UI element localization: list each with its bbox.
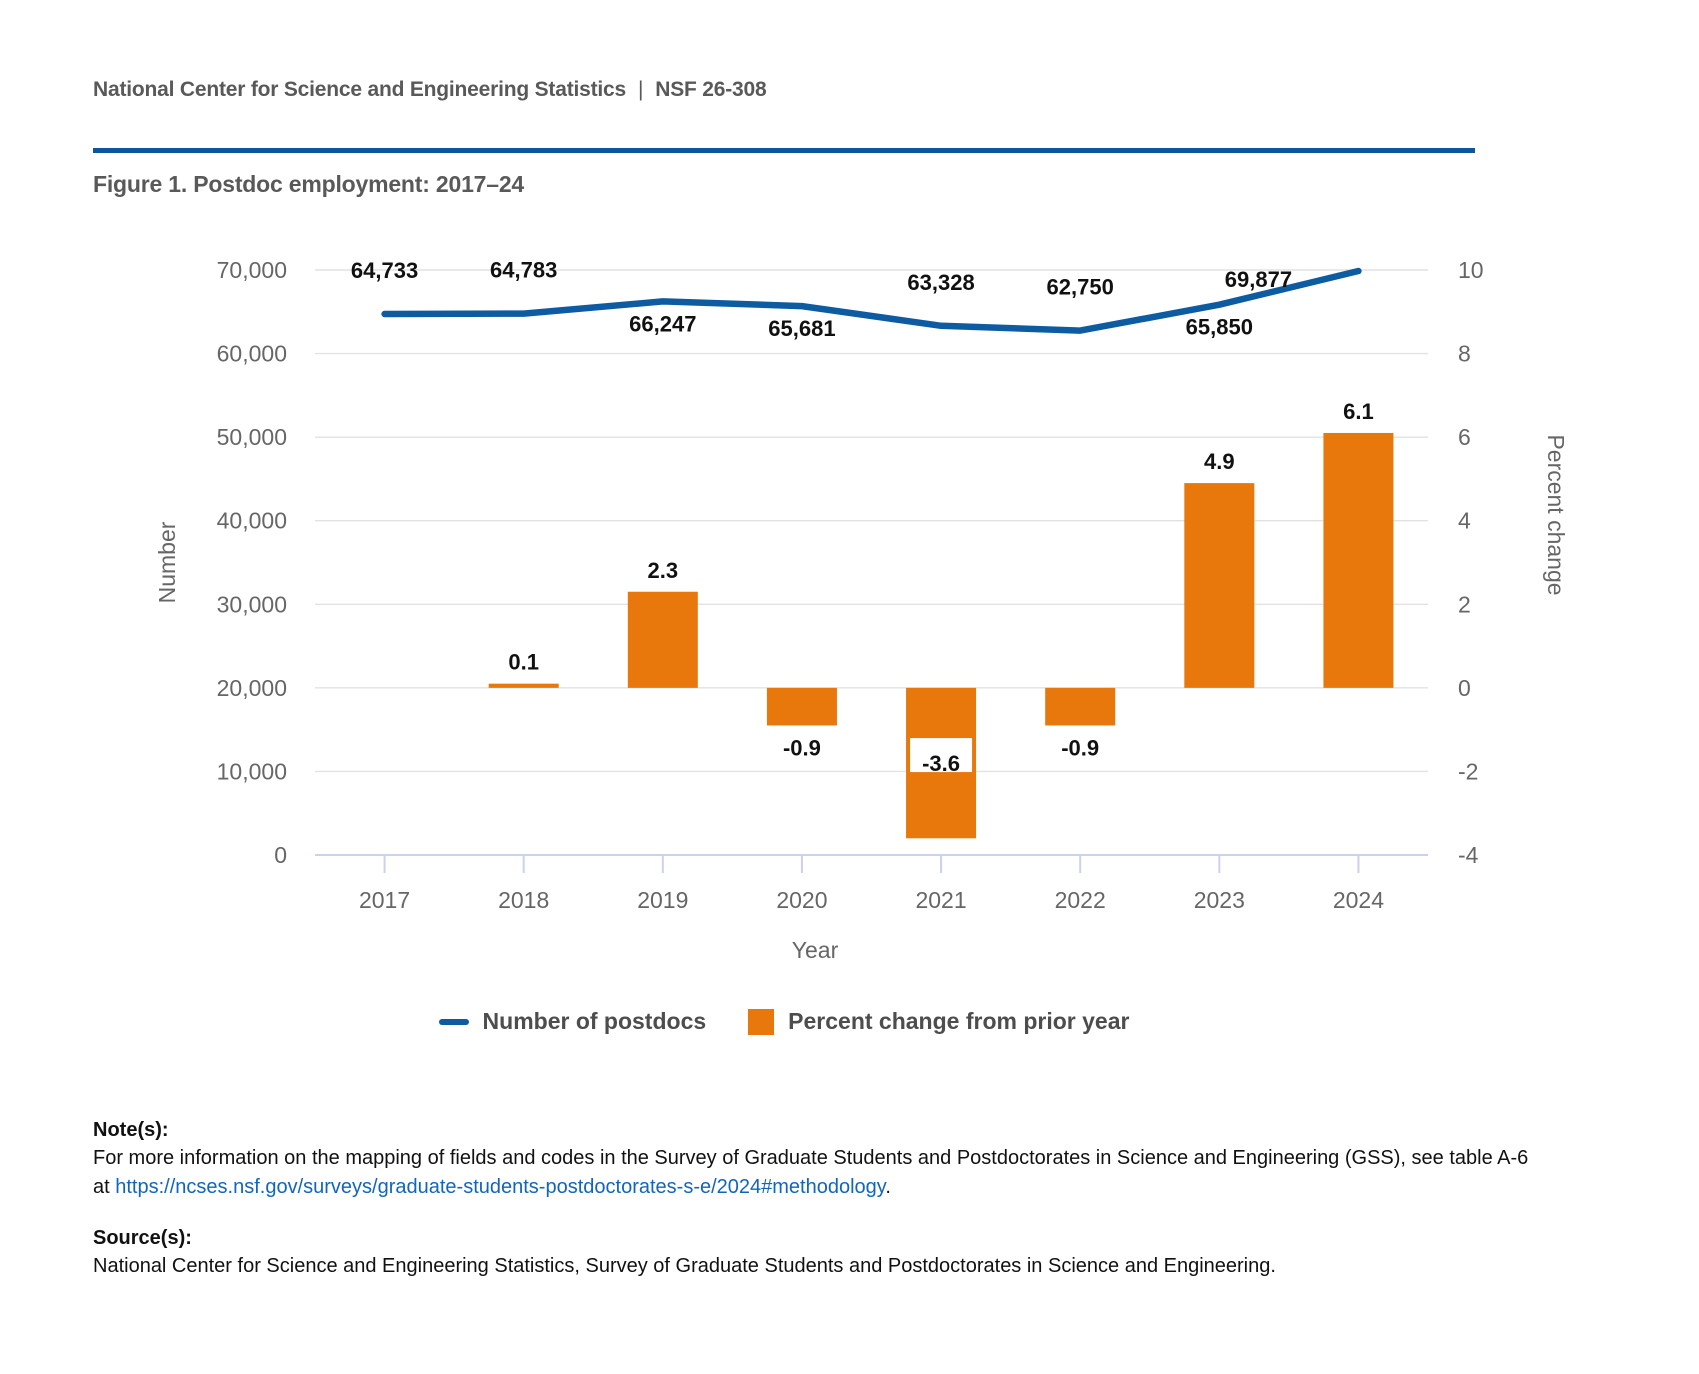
svg-text:6: 6	[1458, 424, 1471, 450]
bar-2021	[906, 687, 977, 839]
line-label-2024: 69,877	[1225, 267, 1292, 292]
report-header: National Center for Science and Engineer…	[93, 78, 767, 102]
bar-label-2020: -0.9	[783, 735, 821, 760]
svg-text:10: 10	[1458, 257, 1484, 283]
svg-text:40,000: 40,000	[217, 508, 287, 534]
agency-name: National Center for Science and Engineer…	[93, 78, 626, 101]
svg-text:-4: -4	[1458, 842, 1479, 868]
line-label-2020: 65,681	[768, 316, 835, 341]
notes-line2-suffix: .	[885, 1175, 891, 1198]
svg-text:-2: -2	[1458, 758, 1478, 784]
right-axis-tick-labels: -4 -2 0 2 4 6 8 10	[1458, 257, 1484, 868]
svg-text:20,000: 20,000	[217, 675, 287, 701]
notes-line2-prefix: at	[93, 1175, 116, 1198]
svg-text:2: 2	[1458, 591, 1471, 617]
left-axis-title: Number	[154, 521, 180, 603]
line-label-2022: 62,750	[1047, 275, 1114, 300]
svg-text:30,000: 30,000	[217, 591, 287, 617]
notes-line2: at https://ncses.nsf.gov/surveys/graduat…	[93, 1173, 1603, 1201]
line-data-labels: 64,733 64,783 66,247 65,681 63,328 62,750 65,8…	[351, 258, 1292, 341]
bar-label-box-2021	[910, 738, 973, 773]
svg-text:60,000: 60,000	[217, 341, 287, 367]
notes-heading: Note(s):	[93, 1119, 169, 1141]
svg-text:2023: 2023	[1194, 887, 1245, 913]
divider-rule	[93, 148, 1475, 153]
sources-block: Source(s): National Center for Science a…	[93, 1224, 1603, 1281]
notes-block: Note(s): For more information on the map…	[93, 1116, 1603, 1201]
legend-item-postdocs: Number of postdocs	[438, 1008, 707, 1035]
line-label-2019: 66,247	[629, 311, 696, 336]
x-axis-tick-labels: 2017 2018 2019 2020 2021 2022 2023 2024	[359, 887, 1384, 913]
line-label-2021: 63,328	[907, 270, 974, 295]
svg-text:2022: 2022	[1055, 887, 1106, 913]
svg-text:8: 8	[1458, 341, 1471, 367]
legend-label-postdocs: Number of postdocs	[482, 1008, 707, 1034]
bar-data-labels: 0.1 2.3 -0.9 -3.6 -0.9 4.9 6.1	[508, 399, 1373, 776]
svg-text:2020: 2020	[776, 887, 827, 913]
legend-label-percent-change: Percent change from prior year	[788, 1008, 1130, 1034]
bar-swatch-icon	[748, 1008, 775, 1035]
svg-text:2017: 2017	[359, 887, 410, 913]
bar-label-2023: 4.9	[1204, 449, 1235, 474]
bar-2019	[627, 591, 698, 688]
svg-text:70,000: 70,000	[217, 257, 287, 283]
report-number: NSF 26-308	[655, 78, 767, 101]
svg-text:4: 4	[1458, 508, 1471, 534]
sources-heading: Source(s):	[93, 1227, 192, 1249]
svg-text:0: 0	[1458, 675, 1471, 701]
x-axis-line	[315, 854, 1428, 873]
bar-label-2024: 6.1	[1343, 399, 1374, 424]
sources-text: National Center for Science and Engineer…	[93, 1255, 1276, 1278]
svg-text:2021: 2021	[915, 887, 966, 913]
left-axis-tick-labels: 0 10,000 20,000 30,000 40,000 50,000 60,000 70,…	[217, 257, 287, 868]
svg-text:2019: 2019	[637, 887, 688, 913]
notes-line1: For more information on the mapping of f…	[93, 1147, 1529, 1170]
bar-2020	[766, 687, 837, 726]
bar-label-2021: -3.6	[922, 751, 960, 776]
svg-text:0: 0	[274, 842, 287, 868]
bar-2023	[1184, 483, 1255, 688]
header-separator: |	[638, 78, 644, 101]
bar-label-2019: 2.3	[648, 558, 679, 583]
methodology-link[interactable]: https://ncses.nsf.gov/surveys/graduate-s…	[115, 1175, 886, 1198]
svg-text:2018: 2018	[498, 887, 549, 913]
svg-text:2024: 2024	[1333, 887, 1384, 913]
gridlines	[315, 269, 1428, 773]
svg-text:50,000: 50,000	[217, 424, 287, 450]
x-axis-title: Year	[792, 937, 839, 963]
legend-item-percent-change: Percent change from prior year	[748, 1008, 1129, 1035]
bar-label-2018: 0.1	[508, 650, 539, 675]
right-axis-title: Percent change	[1543, 434, 1569, 595]
chart-legend: Number of postdocs Percent change from p…	[93, 1008, 1475, 1035]
bar-2022	[1045, 687, 1116, 726]
line-label-2017: 64,733	[351, 258, 418, 283]
line-label-2023: 65,850	[1186, 315, 1253, 340]
figure-title: Figure 1. Postdoc employment: 2017–24	[93, 171, 525, 197]
line-label-2018: 64,783	[490, 258, 557, 283]
bar-2018	[488, 683, 559, 688]
svg-text:10,000: 10,000	[217, 758, 287, 784]
postdocs-line	[381, 267, 1362, 334]
percent-change-bars	[488, 432, 1394, 839]
bar-2024	[1323, 432, 1394, 688]
bar-label-2022: -0.9	[1061, 735, 1099, 760]
line-swatch-icon	[438, 1018, 469, 1025]
